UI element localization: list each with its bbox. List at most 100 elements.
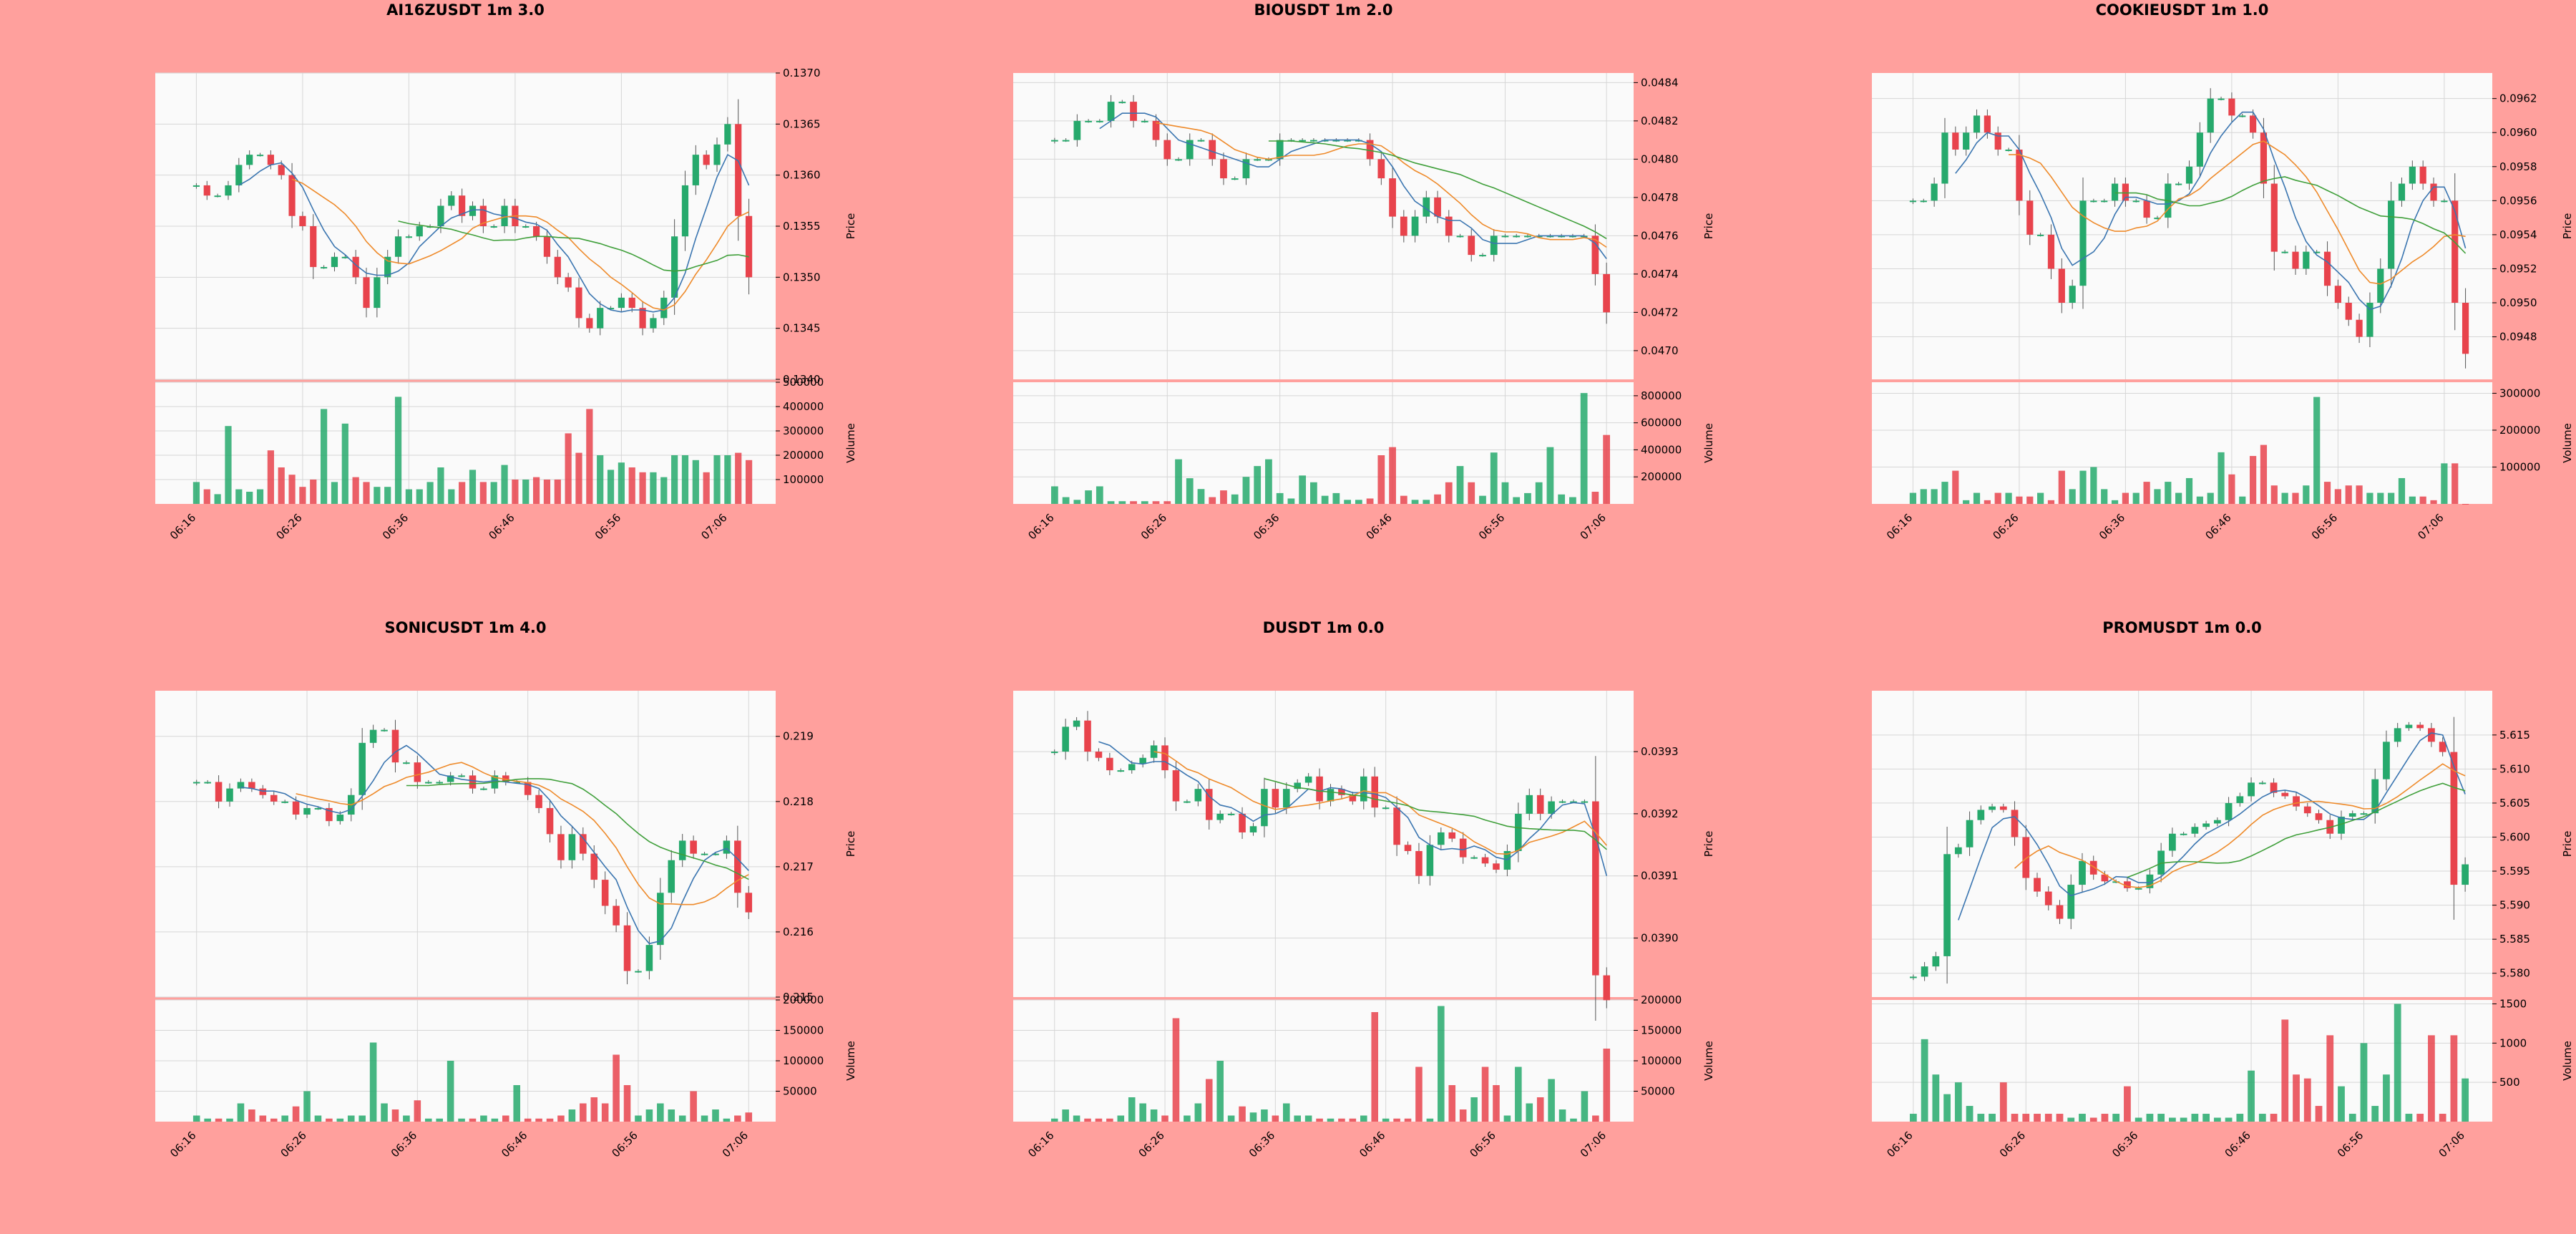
candle-body [1249, 826, 1257, 832]
candle-body [1197, 140, 1205, 142]
volume-bar [1227, 1115, 1235, 1122]
volume-bar [369, 1042, 377, 1122]
candle-body [369, 729, 377, 743]
price-tick-label: 0.219 [783, 730, 814, 743]
candle-body [2132, 200, 2140, 203]
candle-body [2439, 742, 2446, 752]
price-tick-label: 0.0470 [1641, 344, 1679, 357]
volume-bar [1272, 1115, 1279, 1122]
candle-body [1415, 850, 1423, 876]
volume-bar [1276, 492, 1284, 504]
candle-body [565, 277, 572, 288]
volume-bar [248, 1109, 255, 1122]
x-tick-label: 06:16 [167, 1129, 198, 1160]
volume-tick-label: 300000 [783, 424, 824, 437]
volume-bar [1591, 492, 1599, 504]
candle-body [502, 775, 509, 782]
candle-body [2143, 200, 2150, 218]
candle-body [246, 155, 253, 165]
volume-bar [2101, 1114, 2109, 1122]
volume-bar [1194, 1103, 1202, 1122]
candle-body [1952, 132, 1959, 150]
candle-body [1073, 120, 1081, 140]
volume-bar [288, 475, 296, 504]
volume-bar [1249, 1112, 1257, 1122]
volume-bar [1548, 1079, 1555, 1122]
candle-body [1332, 140, 1340, 142]
candle-body [416, 226, 423, 237]
candle-body [259, 788, 267, 795]
candle-body [1139, 757, 1146, 764]
candle-body [1456, 235, 1464, 238]
volume-bar [1152, 501, 1160, 504]
candle-body [2360, 813, 2368, 815]
volume-bar [1130, 501, 1137, 504]
volume-bar [1524, 492, 1531, 504]
candle-body [326, 807, 333, 822]
volume-bar [2146, 1114, 2154, 1122]
candle-body [381, 729, 388, 732]
volume-bar [2111, 500, 2119, 504]
candle-body [2270, 782, 2278, 793]
candle-body [1239, 813, 1246, 832]
volume-bar [1327, 1118, 1335, 1122]
candle-body [1558, 235, 1566, 238]
volume-bar [2207, 492, 2214, 504]
candle-body [1272, 789, 1279, 808]
candle-body [2044, 891, 2052, 905]
candle-body [2416, 724, 2424, 729]
volume-bar [2371, 1106, 2379, 1122]
volume-bar [1050, 486, 1058, 504]
candle-body [557, 834, 565, 860]
price-tick-label: 0.0391 [1641, 870, 1679, 883]
candle-body [1423, 197, 1430, 217]
candle-body [1194, 789, 1202, 802]
price-axis-label: Price [2561, 213, 2574, 240]
volume-bar [1909, 492, 1917, 504]
candle-body [2213, 820, 2221, 824]
volume-tick-label: 300000 [2499, 387, 2540, 399]
candle-body [1963, 132, 1970, 150]
candle-body [292, 801, 300, 815]
candle-body [2218, 98, 2225, 100]
volume-bar [650, 472, 657, 504]
volume-bar [2228, 474, 2235, 504]
volume-bar [381, 1103, 388, 1122]
price-tick-label: 0.0958 [2499, 160, 2537, 173]
price-tick-label: 0.1355 [783, 220, 821, 233]
volume-bar [347, 1115, 355, 1122]
volume-bar [692, 460, 699, 504]
candle-body [2011, 810, 2019, 837]
price-tick-label: 5.605 [2499, 797, 2530, 810]
volume-bar [2037, 492, 2044, 504]
chart-title: SONICUSDT 1m 4.0 [384, 619, 546, 636]
candle-body [546, 807, 554, 835]
volume-bar [1984, 500, 1991, 504]
volume-bar [1239, 1106, 1246, 1122]
price-tick-label: 0.0392 [1641, 807, 1679, 820]
volume-bar [607, 470, 615, 504]
x-tick-label: 06:26 [1136, 1129, 1167, 1160]
volume-bar [1261, 1109, 1268, 1122]
candle-body [225, 185, 232, 196]
candle-body [1459, 838, 1467, 858]
candle-body [2239, 115, 2246, 117]
volume-bar [1977, 1114, 1985, 1122]
candle-body [1106, 757, 1113, 771]
moving-average-20 [406, 778, 749, 880]
volume-bar [1062, 497, 1070, 504]
volume-bar [2079, 470, 2087, 504]
candle-body [2175, 183, 2182, 185]
candle-body [2225, 802, 2233, 820]
volume-bar [2348, 1114, 2356, 1122]
candle-body [1524, 235, 1531, 238]
candle-body [1175, 159, 1182, 161]
volume-bar [1231, 494, 1239, 504]
candle-body [1150, 745, 1158, 758]
volume-bar [1205, 1079, 1213, 1122]
candle-body [1377, 159, 1385, 179]
volume-bar [2157, 1114, 2165, 1122]
x-tick-label: 07:06 [720, 1129, 751, 1160]
candle-body [1481, 857, 1489, 864]
volume-bar [2258, 1114, 2266, 1122]
